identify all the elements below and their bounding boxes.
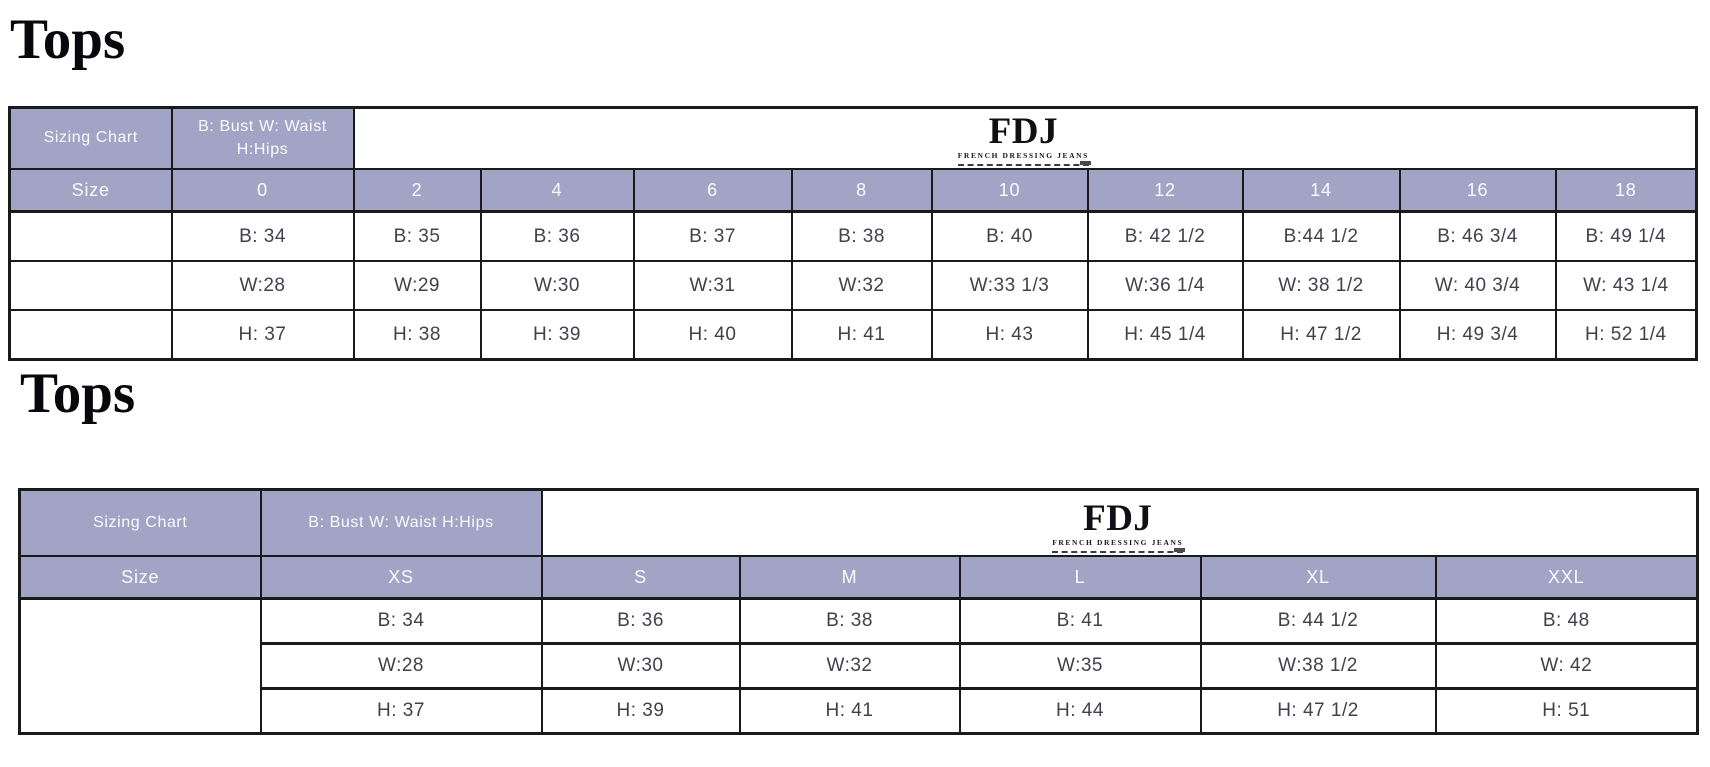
measurement-cell: B: 38 <box>790 210 933 262</box>
size-column-header: 8 <box>790 168 933 213</box>
empty-label-cell <box>18 597 262 735</box>
measurement-cell: B: 35 <box>352 210 482 262</box>
measurement-legend: B: Bust W: Waist H:Hips <box>259 488 543 557</box>
measurement-cell: B: 36 <box>540 597 741 645</box>
fdj-logo-dashed-rule <box>1052 548 1186 553</box>
fdj-logo-wordmark: FDJ <box>1083 498 1153 540</box>
measurement-cell: B: 46 3/4 <box>1398 210 1557 262</box>
measurement-cell: H: 52 1/4 <box>1554 309 1698 361</box>
measurement-cell: W:29 <box>352 260 482 311</box>
measurement-cell: W: 43 1/4 <box>1554 260 1698 311</box>
sizing-chart-corner-label: Sizing Chart <box>18 488 262 557</box>
measurement-cell: W:32 <box>790 260 933 311</box>
fdj-logo-tagline: FRENCH DRESSING JEANS <box>1052 537 1184 547</box>
size-row-label: Size <box>18 555 262 600</box>
measurement-cell: B: 42 1/2 <box>1086 210 1244 262</box>
brand-logo-cell: FDJ FRENCH DRESSING JEANS <box>352 106 1698 170</box>
measurement-cell: H: 45 1/4 <box>1086 309 1244 361</box>
sizing-chart-corner-label: Sizing Chart <box>8 106 173 170</box>
measurement-cell: H: 51 <box>1434 687 1699 735</box>
size-column-header: 0 <box>170 168 355 213</box>
measurement-cell: H: 47 1/2 <box>1199 687 1437 735</box>
empty-label-cell <box>8 210 173 262</box>
size-column-header: M <box>738 555 961 600</box>
measurement-cell: B: 36 <box>479 210 635 262</box>
empty-label-cell <box>8 260 173 311</box>
size-column-header: L <box>958 555 1202 600</box>
measurement-cell: H: 44 <box>958 687 1202 735</box>
size-column-header: 10 <box>930 168 1089 213</box>
measurement-cell: W:36 1/4 <box>1086 260 1244 311</box>
size-column-header: XL <box>1199 555 1437 600</box>
measurement-cell: B: 40 <box>930 210 1089 262</box>
measurement-cell: H: 40 <box>632 309 793 361</box>
measurement-cell: W:30 <box>540 642 741 690</box>
brand-logo-cell: FDJ FRENCH DRESSING JEANS <box>540 488 1699 557</box>
measurement-cell: W:35 <box>958 642 1202 690</box>
size-column-header: 12 <box>1086 168 1244 213</box>
measurement-cell: B: 44 1/2 <box>1199 597 1437 645</box>
measurement-cell: H: 37 <box>259 687 543 735</box>
sizing-table-letter-sizes: Sizing Chart B: Bust W: Waist H:Hips FDJ FR… <box>18 488 1700 735</box>
fdj-logo-wordmark: FDJ <box>988 111 1058 153</box>
table-header-row: Sizing Chart B: Bust W: Waist H:Hips FDJ FR… <box>8 106 1698 170</box>
measurement-cell: W:38 1/2 <box>1199 642 1437 690</box>
size-column-header: XS <box>259 555 543 600</box>
measurement-cell: W:32 <box>738 642 961 690</box>
measurement-cell: H: 39 <box>479 309 635 361</box>
size-column-header: 18 <box>1554 168 1698 213</box>
measurement-cell: W:33 1/3 <box>930 260 1089 311</box>
measurement-cell: W:31 <box>632 260 793 311</box>
measurement-cell: H: 49 3/4 <box>1398 309 1557 361</box>
measurement-cell: W: 38 1/2 <box>1241 260 1401 311</box>
measurement-cell: B: 37 <box>632 210 793 262</box>
measurement-cell: H: 39 <box>540 687 741 735</box>
measurement-cell: B: 34 <box>259 597 543 645</box>
size-header-row: Size XS S M L XL XXL <box>18 555 1699 600</box>
measurement-cell: W: 40 3/4 <box>1398 260 1557 311</box>
size-column-header: 6 <box>632 168 793 213</box>
size-row-label: Size <box>8 168 173 213</box>
size-header-row: Size 0 2 4 6 8 10 12 14 16 18 <box>8 168 1698 213</box>
size-column-header: 14 <box>1241 168 1401 213</box>
measurement-cell: H: 41 <box>790 309 933 361</box>
empty-label-cell <box>8 309 173 361</box>
fdj-logo-dashed-rule <box>957 161 1092 166</box>
measurement-cell: B: 48 <box>1434 597 1699 645</box>
page-title-2: Tops <box>20 362 136 425</box>
measurement-cell: B: 41 <box>958 597 1202 645</box>
size-column-header: 16 <box>1398 168 1557 213</box>
fdj-logo: FDJ FRENCH DRESSING JEANS <box>1052 498 1186 553</box>
measurement-cell: H: 37 <box>170 309 355 361</box>
fdj-logo: FDJ FRENCH DRESSING JEANS <box>957 111 1092 166</box>
size-column-header: 4 <box>479 168 635 213</box>
measurement-cell: H: 41 <box>738 687 961 735</box>
measurement-cell: W:30 <box>479 260 635 311</box>
sizing-table-numeric-sizes: Sizing Chart B: Bust W: Waist H:Hips FDJ FR… <box>8 106 1699 361</box>
measurement-cell: B:44 1/2 <box>1241 210 1401 262</box>
measurement-cell: B: 38 <box>738 597 961 645</box>
measurement-cell: W:28 <box>259 642 543 690</box>
measurement-row: H: 37 H: 39 H: 41 H: 44 H: 47 1/2 H: 51 <box>20 687 1699 735</box>
measurement-legend: B: Bust W: Waist H:Hips <box>170 106 355 170</box>
measurement-cell: H: 43 <box>930 309 1089 361</box>
measurement-cell: B: 49 1/4 <box>1554 210 1698 262</box>
table-header-row: Sizing Chart B: Bust W: Waist H:Hips FDJ FR… <box>18 488 1699 557</box>
measurement-cell: W:28 <box>170 260 355 311</box>
measurement-row: B: 34 B: 36 B: 38 B: 41 B: 44 1/2 B: 48 <box>18 597 1699 735</box>
measurement-cell: H: 38 <box>352 309 482 361</box>
measurement-cell: W: 42 <box>1434 642 1699 690</box>
size-column-header: S <box>540 555 741 600</box>
measurement-row: H: 37 H: 38 H: 39 H: 40 H: 41 H: 43 H: 45 1/4 H… <box>8 309 1698 361</box>
fdj-logo-tagline: FRENCH DRESSING JEANS <box>957 150 1089 160</box>
measurement-cell: B: 34 <box>170 210 355 262</box>
measurement-cell: H: 47 1/2 <box>1241 309 1401 361</box>
size-column-header: XXL <box>1434 555 1699 600</box>
size-column-header: 2 <box>352 168 482 213</box>
measurement-row: W:28 W:30 W:32 W:35 W:38 1/2 W: 42 <box>20 642 1699 690</box>
measurement-row: W:28 W:29 W:30 W:31 W:32 W:33 1/3 W:36 1/4 W: 3… <box>8 260 1698 311</box>
page-title: Tops <box>10 8 126 71</box>
measurement-row: B: 34 B: 35 B: 36 B: 37 B: 38 B: 40 B: 42 1/2 B… <box>8 210 1698 262</box>
